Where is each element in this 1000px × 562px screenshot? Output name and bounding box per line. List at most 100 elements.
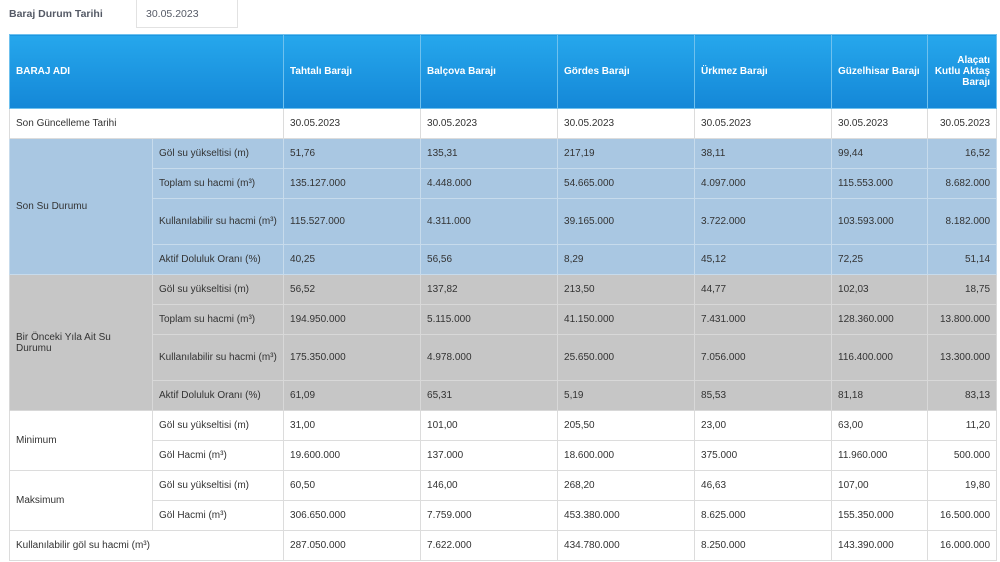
table-cell: 155.350.000 bbox=[831, 500, 929, 531]
table-cell: 38,11 bbox=[694, 138, 833, 169]
section-label-maximum: Maksimum bbox=[9, 470, 153, 531]
table-cell: 85,53 bbox=[694, 380, 833, 411]
table-cell: 30.05.2023 bbox=[420, 108, 559, 139]
dam-header-guzelhisar: Güzelhisar Barajı bbox=[831, 34, 929, 109]
table-cell: 45,12 bbox=[694, 244, 833, 275]
table-cell: 135.127.000 bbox=[283, 168, 422, 199]
table-cell: 146,00 bbox=[420, 470, 559, 501]
row-label: Göl Hacmi (m³) bbox=[151, 440, 285, 471]
table-cell: 194.950.000 bbox=[283, 304, 422, 335]
table-row: Aktif Doluluk Oranı (%) 40,25 56,56 8,29… bbox=[10, 244, 998, 275]
table-cell: 103.593.000 bbox=[831, 198, 929, 245]
table-cell: 217,19 bbox=[557, 138, 696, 169]
table-cell: 287.050.000 bbox=[283, 530, 422, 561]
header-row: BARAJ ADI Tahtalı Barajı Balçova Barajı … bbox=[8, 34, 998, 109]
table-cell: 61,09 bbox=[283, 380, 422, 411]
row-label: Göl su yükseltisi (m) bbox=[151, 410, 285, 441]
table-cell: 25.650.000 bbox=[557, 334, 696, 381]
row-label: Aktif Doluluk Oranı (%) bbox=[151, 244, 285, 275]
date-filter-label: Baraj Durum Tarihi bbox=[9, 8, 103, 20]
table-cell: 4.311.000 bbox=[420, 198, 559, 245]
table-cell: 306.650.000 bbox=[283, 500, 422, 531]
table-row: Toplam su hacmi (m³) 194.950.000 5.115.0… bbox=[10, 304, 998, 335]
table-row: Toplam su hacmi (m³) 135.127.000 4.448.0… bbox=[10, 168, 998, 199]
table-cell: 137,82 bbox=[420, 274, 559, 305]
table-cell: 51,14 bbox=[927, 244, 998, 275]
table-cell: 8.625.000 bbox=[694, 500, 833, 531]
dam-header-gordes: Gördes Barajı bbox=[557, 34, 696, 109]
row-label: Göl su yükseltisi (m) bbox=[151, 274, 285, 305]
section-label-previous: Bir Önceki Yıla Ait Su Durumu bbox=[9, 274, 153, 411]
row-label: Aktif Doluluk Oranı (%) bbox=[151, 380, 285, 411]
table-row: Göl Hacmi (m³) 306.650.000 7.759.000 453… bbox=[10, 500, 998, 531]
table-cell: 101,00 bbox=[420, 410, 559, 441]
dam-header-tahtali: Tahtalı Barajı bbox=[283, 34, 422, 109]
table-cell: 4.097.000 bbox=[694, 168, 833, 199]
row-label: Kullanılabilir su hacmi (m³) bbox=[151, 334, 285, 381]
row-label: Göl su yükseltisi (m) bbox=[151, 470, 285, 501]
table-cell: 8.250.000 bbox=[694, 530, 833, 561]
table-cell: 39.165.000 bbox=[557, 198, 696, 245]
dam-name-header: BARAJ ADI bbox=[8, 34, 285, 109]
table-cell: 213,50 bbox=[557, 274, 696, 305]
table-cell: 60,50 bbox=[283, 470, 422, 501]
table-cell: 7.622.000 bbox=[420, 530, 559, 561]
table-cell: 30.05.2023 bbox=[557, 108, 696, 139]
table-cell: 13.800.000 bbox=[927, 304, 998, 335]
section-label-minimum: Minimum bbox=[9, 410, 153, 471]
table-cell: 115.527.000 bbox=[283, 198, 422, 245]
table-cell: 18,75 bbox=[927, 274, 998, 305]
section-label-current: Son Su Durumu bbox=[9, 138, 153, 275]
table-cell: 31,00 bbox=[283, 410, 422, 441]
table-cell: 54.665.000 bbox=[557, 168, 696, 199]
table-cell: 268,20 bbox=[557, 470, 696, 501]
table-cell: 175.350.000 bbox=[283, 334, 422, 381]
table-row: Kullanılabilir su hacmi (m³) 115.527.000… bbox=[10, 198, 998, 245]
table-cell: 107,00 bbox=[831, 470, 929, 501]
table-cell: 7.759.000 bbox=[420, 500, 559, 531]
usable-volume-row: Kullanılabilir göl su hacmi (m³) 287.050… bbox=[8, 530, 998, 561]
table-cell: 7.431.000 bbox=[694, 304, 833, 335]
row-label: Kullanılabilir su hacmi (m³) bbox=[151, 198, 285, 245]
table-row: Göl Hacmi (m³) 19.600.000 137.000 18.600… bbox=[10, 440, 998, 471]
table-cell: 19.600.000 bbox=[283, 440, 422, 471]
table-cell: 11,20 bbox=[927, 410, 998, 441]
table-cell: 72,25 bbox=[831, 244, 929, 275]
table-cell: 30.05.2023 bbox=[831, 108, 929, 139]
table-cell: 5.115.000 bbox=[420, 304, 559, 335]
row-label: Son Güncelleme Tarihi bbox=[8, 108, 285, 139]
table-cell: 13.300.000 bbox=[927, 334, 998, 381]
row-label: Toplam su hacmi (m³) bbox=[151, 168, 285, 199]
table-cell: 65,31 bbox=[420, 380, 559, 411]
date-filter: Baraj Durum Tarihi 30.05.2023 bbox=[0, 0, 240, 28]
table-cell: 4.448.000 bbox=[420, 168, 559, 199]
table-cell: 23,00 bbox=[694, 410, 833, 441]
table-cell: 30.05.2023 bbox=[927, 108, 998, 139]
table-cell: 115.553.000 bbox=[831, 168, 929, 199]
table-cell: 16.000.000 bbox=[927, 530, 998, 561]
table-cell: 16,52 bbox=[927, 138, 998, 169]
table-cell: 102,03 bbox=[831, 274, 929, 305]
table-cell: 8.182.000 bbox=[927, 198, 998, 245]
table-row: Bir Önceki Yıla Ait Su Durumu Göl su yük… bbox=[9, 274, 998, 411]
dam-header-alacati: Alaçatı Kutlu Aktaş Barajı bbox=[927, 34, 998, 109]
table-cell: 51,76 bbox=[283, 138, 422, 169]
table-cell: 205,50 bbox=[557, 410, 696, 441]
date-filter-field[interactable]: 30.05.2023 bbox=[136, 0, 238, 28]
table-cell: 63,00 bbox=[831, 410, 929, 441]
table-cell: 434.780.000 bbox=[557, 530, 696, 561]
row-label: Göl su yükseltisi (m) bbox=[151, 138, 285, 169]
table-cell: 46,63 bbox=[694, 470, 833, 501]
table-row: Aktif Doluluk Oranı (%) 61,09 65,31 5,19… bbox=[10, 380, 998, 411]
table-cell: 5,19 bbox=[557, 380, 696, 411]
table-cell: 18.600.000 bbox=[557, 440, 696, 471]
table-cell: 44,77 bbox=[694, 274, 833, 305]
table-cell: 56,52 bbox=[283, 274, 422, 305]
table-cell: 500.000 bbox=[927, 440, 998, 471]
dam-status-table: BARAJ ADI Tahtalı Barajı Balçova Barajı … bbox=[8, 34, 998, 561]
table-cell: 116.400.000 bbox=[831, 334, 929, 381]
row-label: Kullanılabilir göl su hacmi (m³) bbox=[8, 530, 285, 561]
table-row: Kullanılabilir su hacmi (m³) 175.350.000… bbox=[10, 334, 998, 381]
table-cell: 375.000 bbox=[694, 440, 833, 471]
table-cell: 135,31 bbox=[420, 138, 559, 169]
